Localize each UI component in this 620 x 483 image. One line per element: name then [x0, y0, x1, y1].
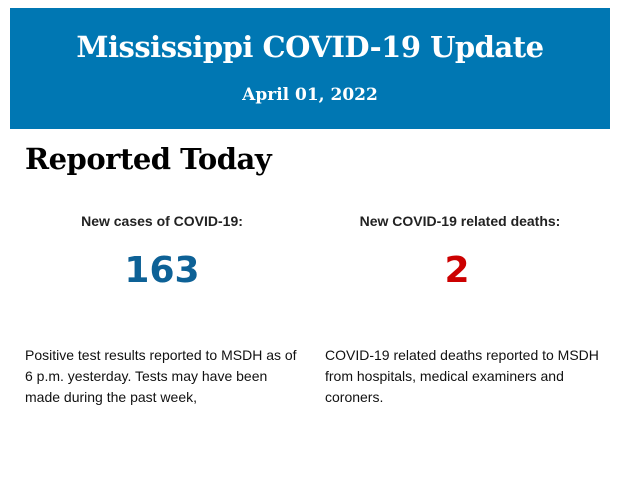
deaths-value: 2	[444, 250, 470, 291]
deaths-description: COVID-19 related deaths reported to MSDH…	[325, 347, 599, 405]
page-title: Mississippi COVID-19 Update	[76, 30, 544, 64]
section-title: Reported Today	[25, 142, 272, 176]
deaths-label: New COVID-19 related deaths:	[359, 213, 561, 229]
cases-value: 163	[124, 250, 200, 291]
cases-description: Positive test results reported to MSDH a…	[25, 347, 297, 405]
header-banner: Mississippi COVID-19 Update April 01, 20…	[10, 8, 610, 129]
cases-label: New cases of COVID-19:	[81, 213, 243, 229]
update-date: April 01, 2022	[242, 85, 378, 105]
